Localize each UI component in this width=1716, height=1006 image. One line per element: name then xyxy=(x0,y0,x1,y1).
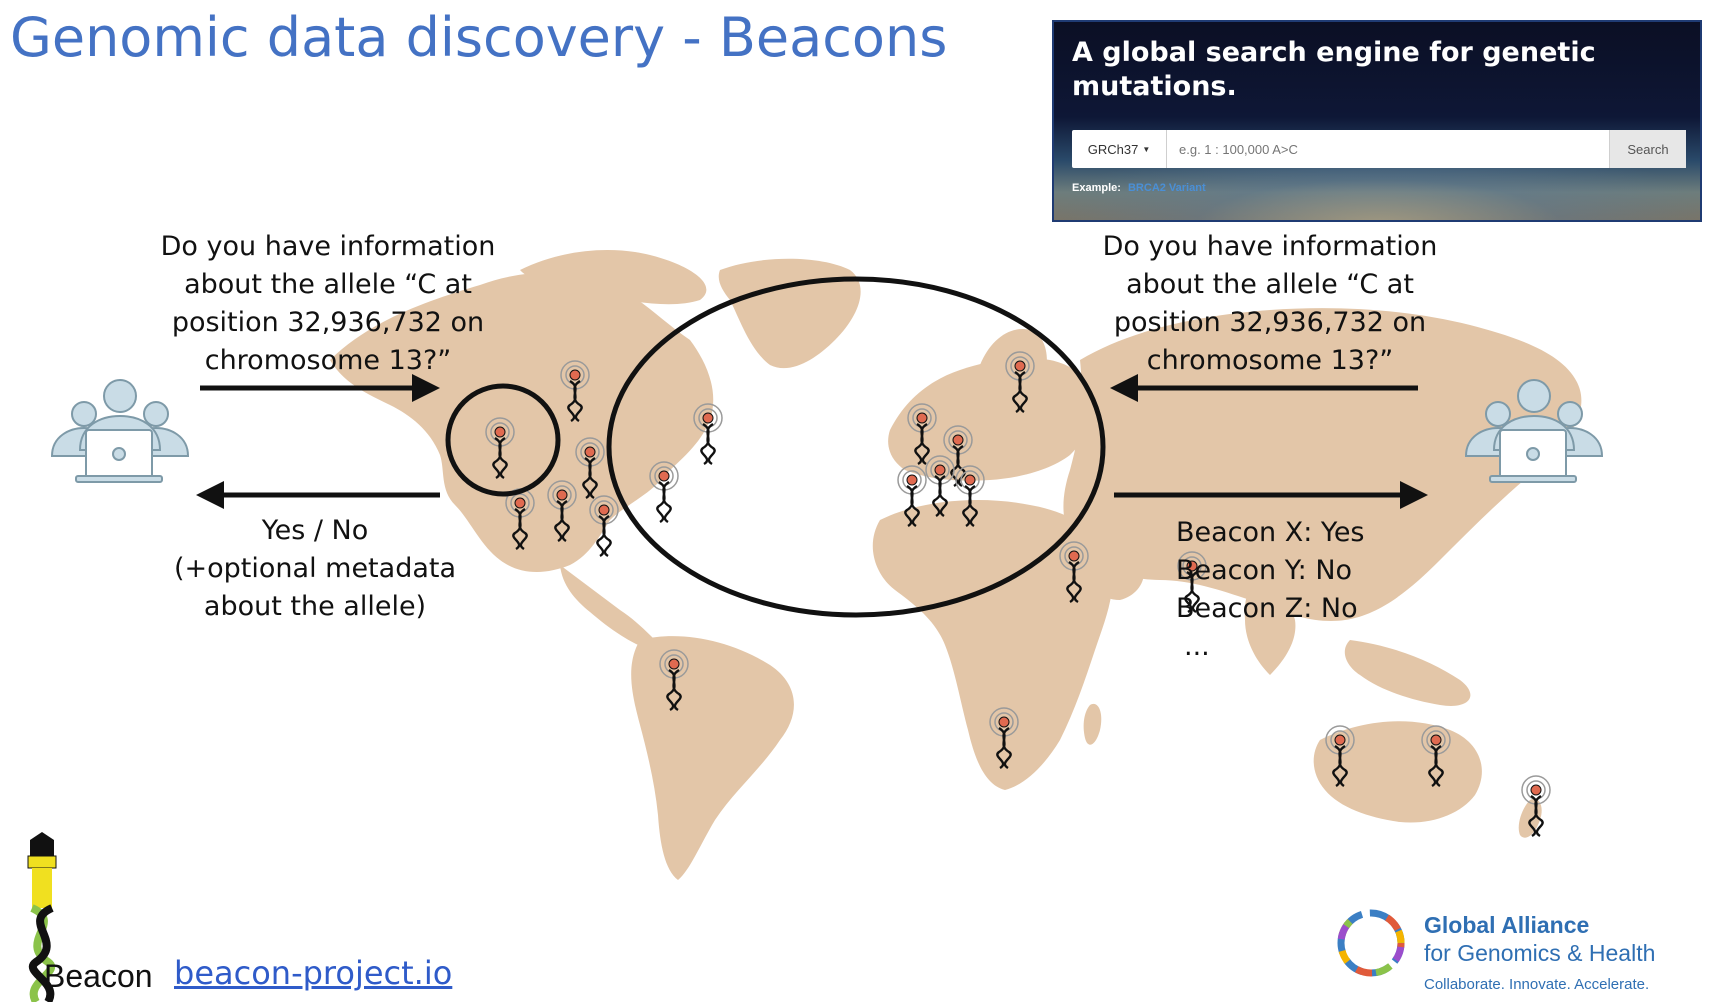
query-text-right: Do you have information about the allele… xyxy=(1090,228,1450,380)
beacon-results-list: Beacon X: Yes Beacon Y: No Beacon Z: No … xyxy=(1176,514,1365,666)
variant-query-input[interactable] xyxy=(1167,130,1609,168)
ga4gh-logo xyxy=(1337,909,1405,977)
central-america-landmass xyxy=(560,565,655,648)
answer-arrow-left xyxy=(196,481,440,509)
europe-landmass xyxy=(888,358,1096,481)
example-label: Example: xyxy=(1072,182,1121,194)
search-button[interactable]: Search xyxy=(1609,130,1686,168)
assembly-value: GRCh37 xyxy=(1087,141,1139,157)
answer-line: (+optional metadata xyxy=(173,553,457,584)
japan-landmass xyxy=(1420,436,1446,489)
beacon-result-item: Beacon X: Yes xyxy=(1176,517,1365,548)
ga4gh-name: Global Alliance xyxy=(1424,912,1590,938)
greenland-landmass xyxy=(718,258,861,369)
africa-landmass xyxy=(872,500,1113,790)
answer-line: Yes / No xyxy=(261,515,369,546)
beacon-result-item: Beacon Y: No xyxy=(1176,555,1353,586)
example-link[interactable]: BRCA2 Variant xyxy=(1127,182,1206,194)
search-bar: GRCh37 ▼ Search xyxy=(1072,130,1686,168)
local-beacon-circle xyxy=(445,383,561,497)
north-america-landmass xyxy=(330,272,714,572)
ga4gh-subtitle: for Genomics & Health xyxy=(1424,940,1656,966)
arctic-islands xyxy=(520,250,707,305)
query-arrow-right xyxy=(1110,374,1418,402)
query-line: Do you have information xyxy=(1102,231,1438,262)
answer-line: about the allele) xyxy=(203,591,427,622)
madagascar-landmass xyxy=(1083,703,1102,745)
query-line: chromosome 13?” xyxy=(204,345,452,376)
beacon-result-ellipsis: ... xyxy=(1184,631,1210,662)
example-row: Example: BRCA2 Variant xyxy=(1072,182,1206,194)
india-landmass xyxy=(1244,590,1296,675)
beacon-result-item: Beacon Z: No xyxy=(1176,593,1358,624)
caret-down-icon: ▼ xyxy=(1142,144,1151,154)
ga4gh-tagline: Collaborate. Innovate. Accelerate. xyxy=(1424,976,1650,993)
beacon-project-link[interactable]: beacon-project.io xyxy=(174,954,453,992)
query-text-left: Do you have information about the allele… xyxy=(148,228,508,380)
query-line: position 32,936,732 on xyxy=(171,307,485,338)
slide-title: Genomic data discovery - Beacons xyxy=(10,6,948,69)
query-line: chromosome 13?” xyxy=(1146,345,1394,376)
query-line: Do you have information xyxy=(160,231,496,262)
assembly-select[interactable]: GRCh37 ▼ xyxy=(1072,130,1167,168)
query-line: about the allele “C at xyxy=(1126,269,1414,300)
query-line: position 32,936,732 on xyxy=(1113,307,1427,338)
answer-text-left: Yes / No (+optional metadata about the a… xyxy=(150,512,480,626)
search-engine-banner: A global search engine for genetic mutat… xyxy=(1052,20,1702,222)
beacon-wordmark: Beacon xyxy=(44,958,153,994)
south-america-landmass xyxy=(631,636,794,880)
query-arrow-left xyxy=(200,374,440,402)
query-line: about the allele “C at xyxy=(184,269,472,300)
network-beacon-ellipse xyxy=(606,276,1106,618)
beacon-lighthouse-logo xyxy=(27,832,57,1002)
southeast-asia-islands xyxy=(1344,640,1471,706)
answer-arrow-right xyxy=(1114,481,1428,509)
banner-headline: A global search engine for genetic mutat… xyxy=(1072,37,1596,102)
user-group-laptop-icon-left xyxy=(50,379,190,483)
user-group-laptop-icon-right xyxy=(1464,379,1604,483)
